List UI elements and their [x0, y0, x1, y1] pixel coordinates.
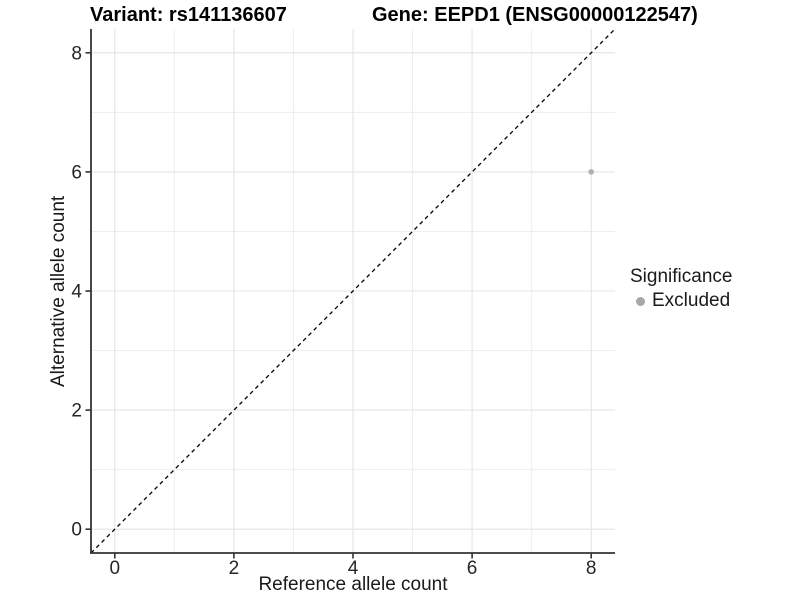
x-axis-title: Reference allele count — [258, 574, 448, 595]
legend-item-label: Excluded — [652, 290, 731, 311]
y-tick-label: 4 — [71, 282, 82, 303]
y-tick-label: 0 — [71, 520, 82, 541]
y-tick-label: 6 — [71, 162, 82, 183]
x-tick-label: 6 — [467, 558, 478, 579]
x-tick-label: 0 — [110, 558, 121, 579]
x-tick-label: 4 — [348, 558, 359, 579]
y-tick-label: 8 — [71, 43, 82, 64]
legend-item-excluded: Excluded — [630, 289, 732, 313]
identity-reference-line — [90, 28, 616, 554]
x-tick-label: 2 — [229, 558, 240, 579]
legend: Significance Excluded — [630, 265, 732, 313]
legend-title: Significance — [630, 266, 733, 287]
legend-point-icon — [636, 296, 645, 306]
plot-title-variant: Variant: rs141136607 — [90, 4, 287, 26]
x-tick-label: 8 — [586, 558, 597, 579]
plot-title-gene: Gene: EEPD1 (ENSG00000122547) — [372, 4, 698, 26]
y-tick-label: 2 — [71, 401, 82, 422]
data-point — [588, 169, 594, 175]
